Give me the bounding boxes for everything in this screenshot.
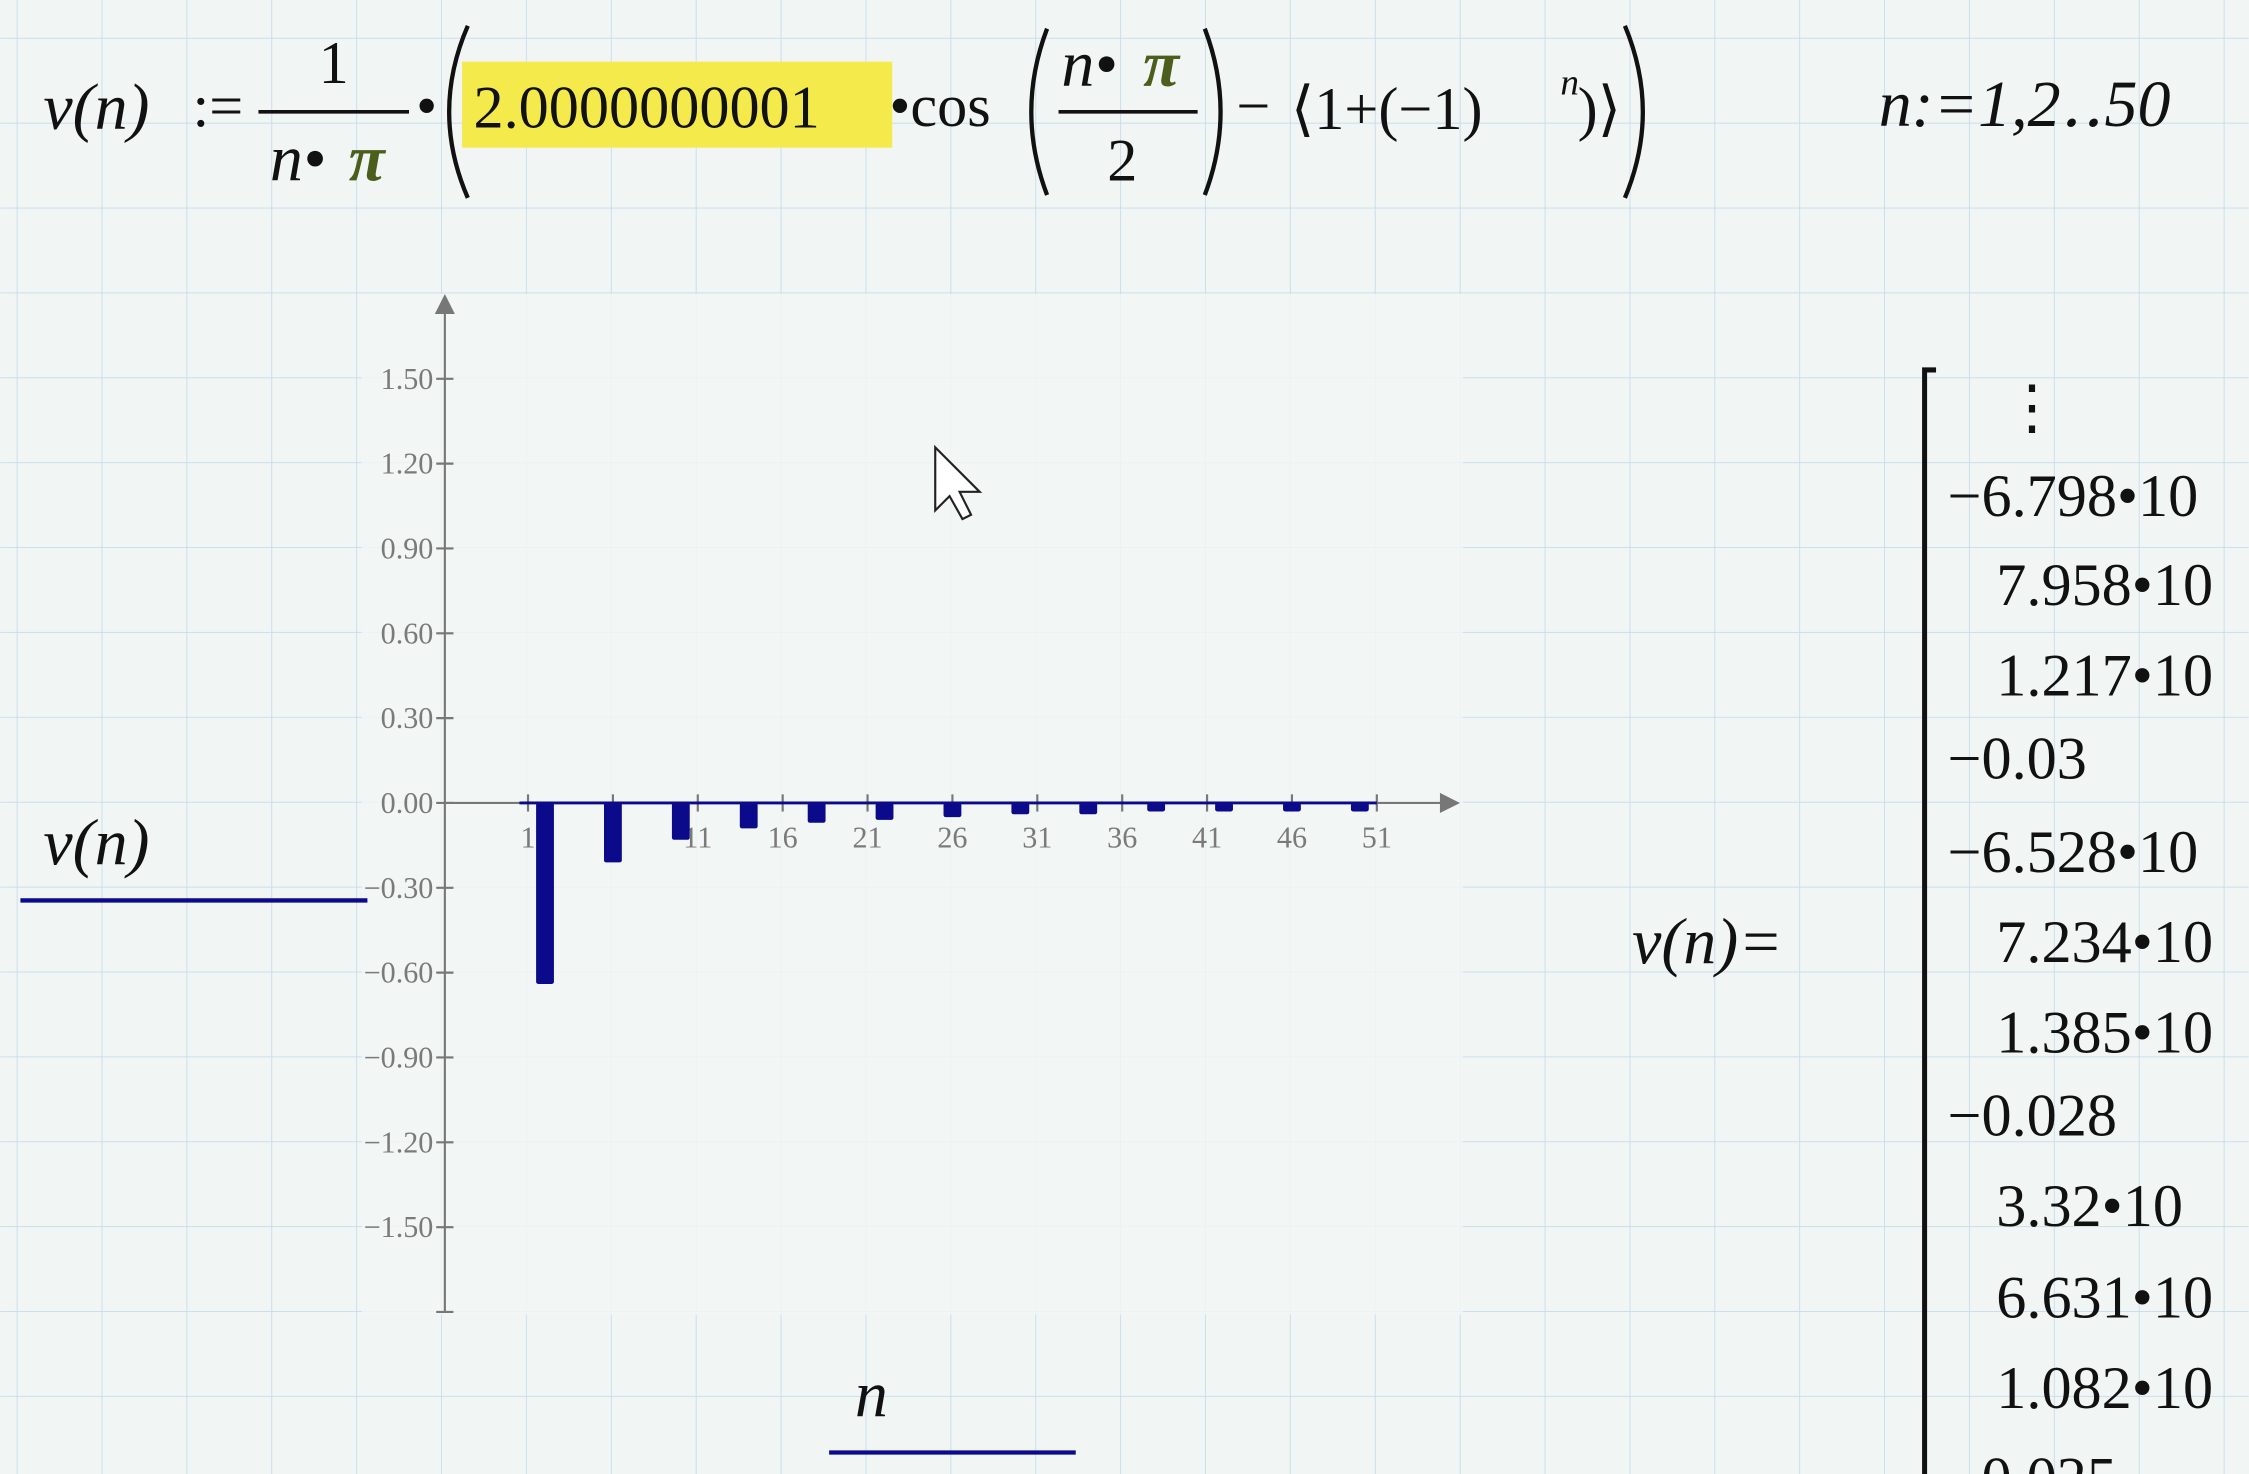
y-axis-label: v(n) [43,807,149,880]
y-tick-label: −1.20 [364,1125,434,1159]
mouse-cursor [934,444,983,521]
arg-denominator: 2 [1107,128,1137,195]
paren [447,24,470,199]
dot: • [416,73,437,140]
matrix-entry: 1.217•10 [1996,642,2213,709]
matrix-entry: −0.025 [1948,1445,2117,1474]
bar [536,802,554,984]
bar [1147,802,1166,812]
pi: π [349,123,387,196]
y-axis-arrow [434,293,455,315]
highlight [462,61,893,148]
bar [807,802,826,823]
bar [875,802,894,820]
bar [1011,802,1030,815]
exponent: n [1560,63,1579,104]
bar [604,802,622,863]
denominator-n: n• [270,123,326,196]
y-tick-label: 0.00 [381,786,434,820]
result-matrix: ⋮ −6.798•10 7.958•10 1.217•10 −0.03 −6.528•10… [1948,374,2214,1474]
paren [1622,24,1645,199]
matrix-entry: 1.082•10 [1996,1355,2213,1422]
matrix-entry: 7.234•10 [1996,909,2213,976]
matrix-bracket [1922,367,1937,1474]
x-tick-label: 31 [1022,820,1052,854]
bar [1079,802,1098,815]
y-tick-label: 0.90 [381,531,434,565]
bar [1350,802,1369,812]
result-label[interactable]: v(n)= [1632,906,1783,979]
matrix-entry: 6.631•10 [1996,1265,2213,1332]
matrix-entry: 7.958•10 [1996,552,2213,619]
x-axis-label: n [855,1359,888,1432]
matrix-entry: −0.03 [1948,726,2087,793]
y-tick-label: −0.60 [364,956,434,990]
tail-close: )⟩ [1578,76,1622,143]
bar [739,802,758,829]
coefficient[interactable]: 2.0000000001 [474,75,820,142]
lhs: v(n) [43,71,149,144]
x-tick-label: 21 [853,820,883,854]
bar [1215,802,1233,812]
matrix-entry: −6.528•10 [1948,819,2199,886]
assign: := [192,73,243,140]
pi: π [1143,28,1181,101]
y-tick-label: −0.30 [364,871,434,905]
x-tick-label: 46 [1277,820,1307,854]
y-tick-label: 0.60 [381,616,434,650]
bar [671,802,690,840]
matrix-entry: ⋮ [2002,374,2062,441]
x-tick-label: 26 [937,820,967,854]
matrix-entry: −0.028 [1948,1083,2117,1150]
arg-n: n• [1061,28,1117,101]
x-tick-label: 51 [1362,820,1392,854]
range-definition[interactable]: n:=1,2‥50 [1879,68,2171,141]
x-axis-arrow [1439,792,1461,813]
y-tick-label: 0.30 [381,701,434,735]
minus: − [1236,73,1270,140]
y-tick-label: 1.50 [381,362,434,396]
bar [943,802,962,818]
x-tick-label: 41 [1192,820,1222,854]
tail: ⟨1+(−1) [1291,76,1483,143]
chart[interactable]: −1.50 −1.20 −0.90 −0.60 −0.30 0.00 0.30 0.60 0.9… [364,293,1461,1314]
formula[interactable]: v(n) := 1 n• π • 2.0000000001 •cos n• π … [43,24,1645,199]
paren [1202,27,1223,196]
bar [1283,802,1301,812]
matrix-entry: 3.32•10 [1996,1173,2183,1240]
x-tick-label: 36 [1107,820,1137,854]
cos: •cos [889,73,990,140]
paren [1029,27,1050,196]
x-tick-label: 1 [521,820,536,854]
matrix-entry: −6.798•10 [1948,463,2199,530]
matrix-entry: 1.385•10 [1996,999,2213,1066]
y-tick-label: −1.50 [364,1210,434,1244]
y-tick-label: 1.20 [381,447,434,481]
y-tick-label: −0.90 [364,1041,434,1075]
x-tick-label: 16 [768,820,798,854]
numerator: 1 [319,30,349,97]
